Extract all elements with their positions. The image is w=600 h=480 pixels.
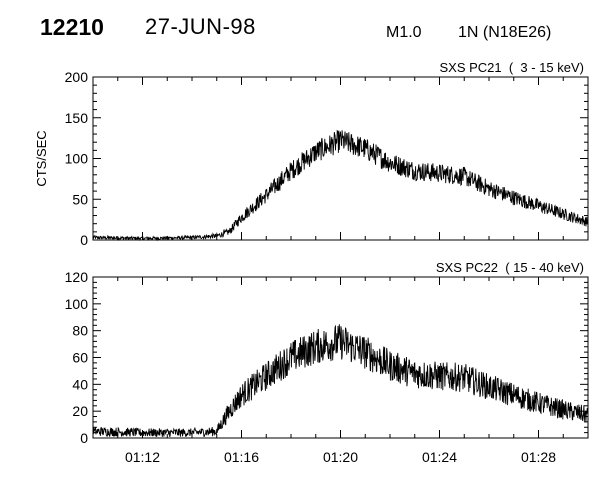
panel-pc22: SXS PC22 ( 15 - 40 keV) 0 20 40 60 80 100 120 01… [65,260,589,465]
y-tick-label: 50 [72,191,88,207]
x-tick-label: 01:28 [521,449,556,465]
y-tick-label: 20 [72,403,88,419]
panel-title: SXS PC22 ( 15 - 40 keV) [436,260,584,275]
flare-class: M1.0 [386,24,422,41]
y-tick-label: 0 [80,232,88,248]
plot-frame [92,76,589,241]
x-tick-label: 01:16 [224,449,259,465]
event-id: 12210 [40,14,104,40]
series-line [92,129,589,242]
y-tick-label: 0 [80,430,88,446]
y-tick-label: 80 [72,323,88,339]
x-tick-label: 01:12 [125,449,160,465]
y-tick-label: 200 [65,69,89,85]
x-tick-label: 01:20 [323,449,358,465]
panel-pc21: SXS PC21 ( 3 - 15 keV) CTS/SEC 0 50 100 150 20… [34,60,589,248]
y-tick-label: 120 [65,269,89,285]
plot-frame [92,276,589,439]
event-date: 27-JUN-98 [145,14,256,39]
panel-title: SXS PC21 ( 3 - 15 keV) [439,60,584,75]
series-line [92,324,589,438]
y-tick-label: 100 [65,296,89,312]
active-region: 1N (N18E26) [458,24,552,41]
y-tick-label: 40 [72,376,88,392]
y-tick-label: 150 [65,110,89,126]
y-tick-label: 60 [72,350,88,366]
y-tick-label: 100 [65,151,89,167]
x-tick-label: 01:24 [422,449,457,465]
y-axis-label: CTS/SEC [34,130,49,186]
